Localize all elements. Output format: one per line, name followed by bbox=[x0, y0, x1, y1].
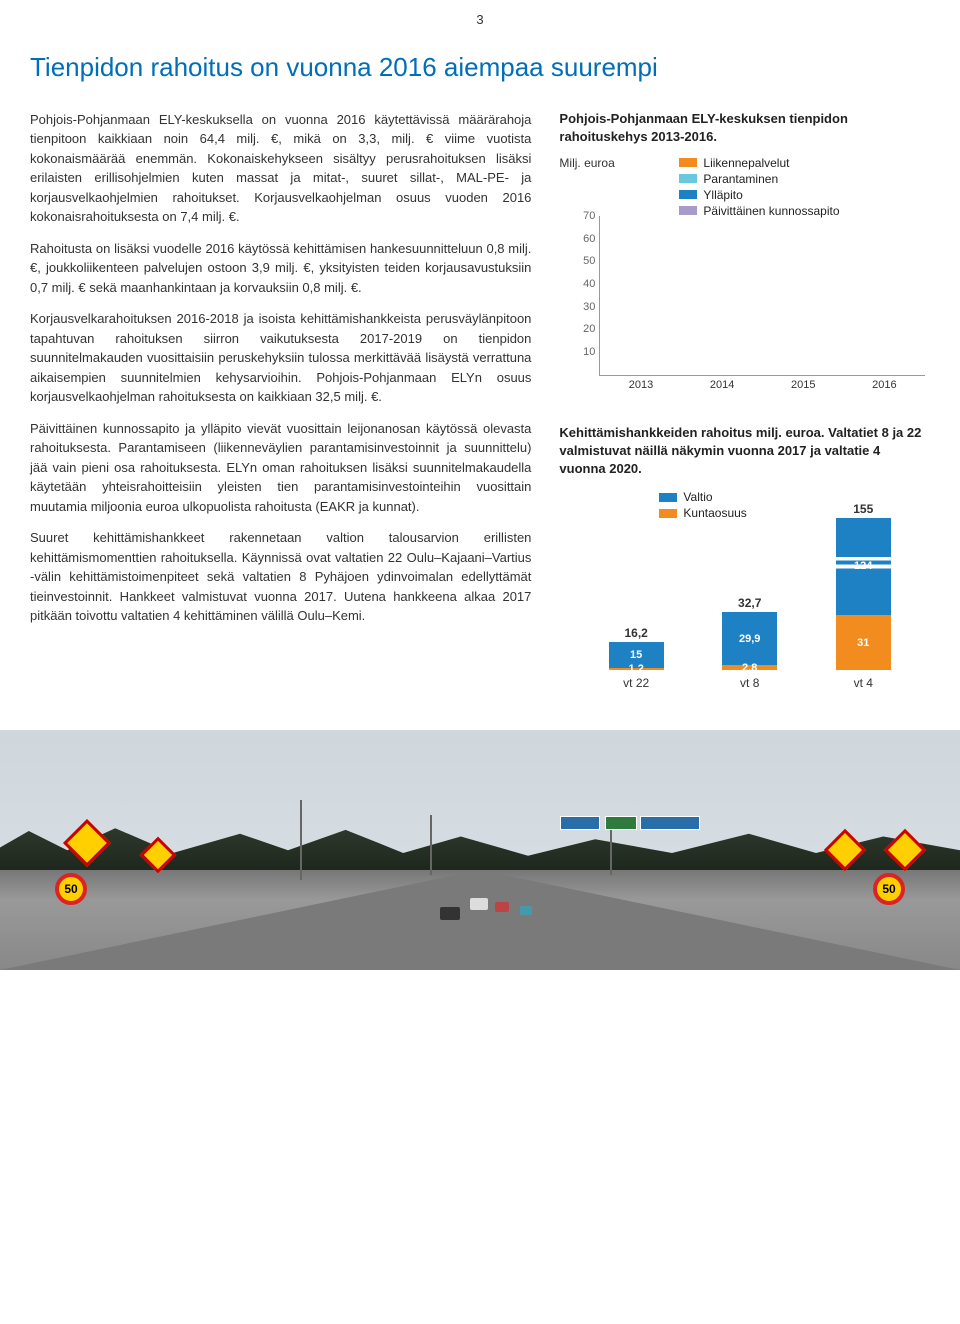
chart2-bar-group: 2,829,932,7vt 8 bbox=[714, 612, 786, 690]
paragraph: Suuret kehittämishankkeet rakennetaan va… bbox=[30, 528, 531, 626]
y-tick-label: 10 bbox=[583, 346, 595, 358]
x-tick-label: 2013 bbox=[629, 379, 653, 391]
y-tick-label: 60 bbox=[583, 233, 595, 245]
paragraph: Pohjois-Pohjanmaan ELY-keskuksella on vu… bbox=[30, 110, 531, 227]
chart2-title: Kehittämishankkeiden rahoitus milj. euro… bbox=[559, 424, 930, 479]
x-tick-label: 2015 bbox=[791, 379, 815, 391]
legend-item: Valtio bbox=[659, 490, 746, 504]
body-text-column: Pohjois-Pohjanmaan ELY-keskuksella on vu… bbox=[30, 110, 531, 711]
paragraph: Rahoitusta on lisäksi vuodelle 2016 käyt… bbox=[30, 239, 531, 298]
page-title: Tienpidon rahoitus on vuonna 2016 aiempa… bbox=[30, 51, 930, 84]
y-tick-label: 30 bbox=[583, 301, 595, 313]
x-tick-label: vt 8 bbox=[740, 676, 759, 690]
overhead-road-sign bbox=[640, 816, 700, 830]
chart1-y-axis-label: Milj. euroa bbox=[559, 156, 614, 170]
stacked-bar-chart: Milj. euroa Liikennepalvelut Parantaminen… bbox=[559, 156, 930, 396]
paragraph: Päivittäinen kunnossapito ja ylläpito vi… bbox=[30, 419, 531, 517]
legend-item: Liikennepalvelut bbox=[679, 156, 839, 170]
x-tick-label: vt 22 bbox=[623, 676, 649, 690]
legend-item: Kuntaosuus bbox=[659, 506, 746, 520]
chart1-legend: LiikennepalvelutParantaminenYlläpitoPäiv… bbox=[679, 156, 839, 220]
chart2-bar-group: 1,21516,2vt 22 bbox=[600, 642, 672, 691]
overhead-road-sign bbox=[560, 816, 600, 830]
bar-total-label: 155 bbox=[853, 502, 873, 516]
bar-total-label: 16,2 bbox=[624, 626, 647, 640]
x-tick-label: 2016 bbox=[872, 379, 896, 391]
chart2-bar-group: 31124155vt 4 bbox=[827, 518, 899, 691]
chart2-legend: Valtio Kuntaosuus bbox=[659, 490, 746, 522]
y-tick-label: 20 bbox=[583, 323, 595, 335]
chart1-title: Pohjois-Pohjanmaan ELY-keskuksen tienpid… bbox=[559, 110, 930, 146]
y-tick-label: 70 bbox=[583, 210, 595, 222]
road-construction-photo: 50 50 bbox=[0, 730, 960, 970]
overhead-road-sign bbox=[605, 816, 637, 830]
bar-total-label: 32,7 bbox=[738, 596, 761, 610]
x-tick-label: 2014 bbox=[710, 379, 734, 391]
legend-item: Parantaminen bbox=[679, 172, 839, 186]
page-number: 3 bbox=[0, 0, 960, 33]
y-tick-label: 50 bbox=[583, 255, 595, 267]
project-funding-chart: Valtio Kuntaosuus 1,21516,2vt 22 2,829,932… bbox=[559, 490, 930, 710]
chart1-plot-area: 2013201420152016 10203040506070 bbox=[599, 216, 925, 376]
legend-item: Ylläpito bbox=[679, 188, 839, 202]
paragraph: Korjausvelkarahoituksen 2016-2018 ja iso… bbox=[30, 309, 531, 407]
x-tick-label: vt 4 bbox=[854, 676, 873, 690]
y-tick-label: 40 bbox=[583, 278, 595, 290]
